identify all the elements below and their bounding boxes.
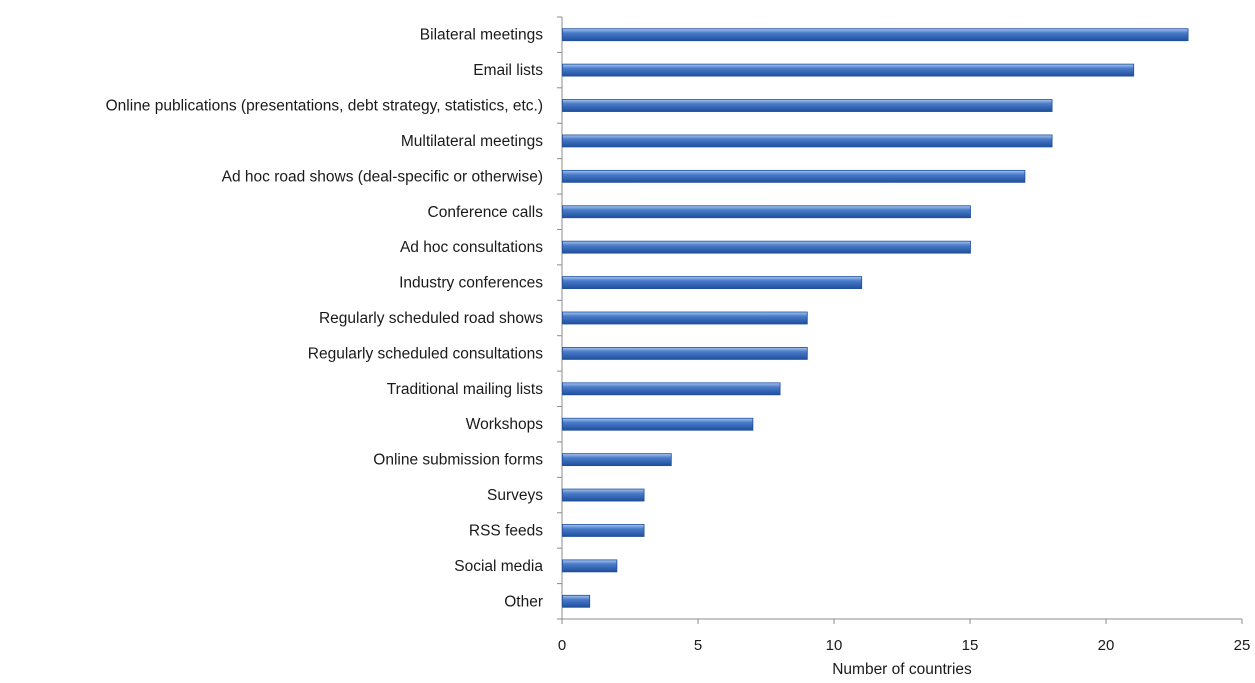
category-label: Bilateral meetings (420, 27, 543, 44)
bar (562, 559, 618, 573)
bar (562, 169, 1026, 183)
bar (562, 382, 781, 396)
bar (562, 63, 1135, 77)
category-label: Surveys (487, 487, 543, 504)
bar (562, 28, 1189, 42)
category-label: Workshops (466, 416, 543, 433)
category-label: Ad hoc road shows (deal-specific or othe… (222, 168, 543, 185)
category-label: RSS feeds (469, 522, 543, 539)
bar (562, 311, 808, 325)
bar (562, 240, 971, 254)
x-tick-label: 10 (826, 637, 843, 654)
category-label: Social media (454, 558, 543, 575)
category-label: Conference calls (428, 204, 544, 221)
bar (562, 524, 645, 537)
category-label: Regularly scheduled consultations (308, 345, 543, 362)
bar (562, 347, 808, 360)
bars (562, 28, 1189, 608)
x-tick-label: 15 (962, 637, 979, 654)
bar (562, 134, 1053, 148)
category-labels: Bilateral meetings Email lists Online publ… (106, 27, 544, 611)
category-label: Industry conferences (399, 275, 543, 292)
x-tick-label: 25 (1234, 637, 1251, 654)
x-tick-label: 5 (694, 637, 702, 654)
category-label: Online submission forms (373, 452, 543, 469)
bar (562, 453, 672, 467)
x-tick-label: 20 (1098, 637, 1115, 654)
category-label: Traditional mailing lists (387, 381, 543, 398)
category-label: Multilateral meetings (401, 133, 543, 150)
category-label: Ad hoc consultations (400, 239, 543, 256)
category-label: Email lists (473, 62, 543, 79)
x-axis-title: Number of countries (832, 661, 972, 678)
category-label: Regularly scheduled road shows (319, 310, 543, 327)
bar (562, 488, 645, 502)
category-label: Online publications (presentations, debt… (106, 98, 543, 115)
x-tick-label: 0 (558, 637, 566, 654)
x-ticks: 0 5 10 15 20 25 (558, 619, 1251, 654)
bar (562, 594, 591, 608)
bar (562, 417, 754, 431)
axes (557, 16, 1242, 620)
bar (562, 205, 971, 219)
bar (562, 276, 863, 289)
bar (562, 99, 1053, 112)
category-label: Other (504, 593, 543, 610)
